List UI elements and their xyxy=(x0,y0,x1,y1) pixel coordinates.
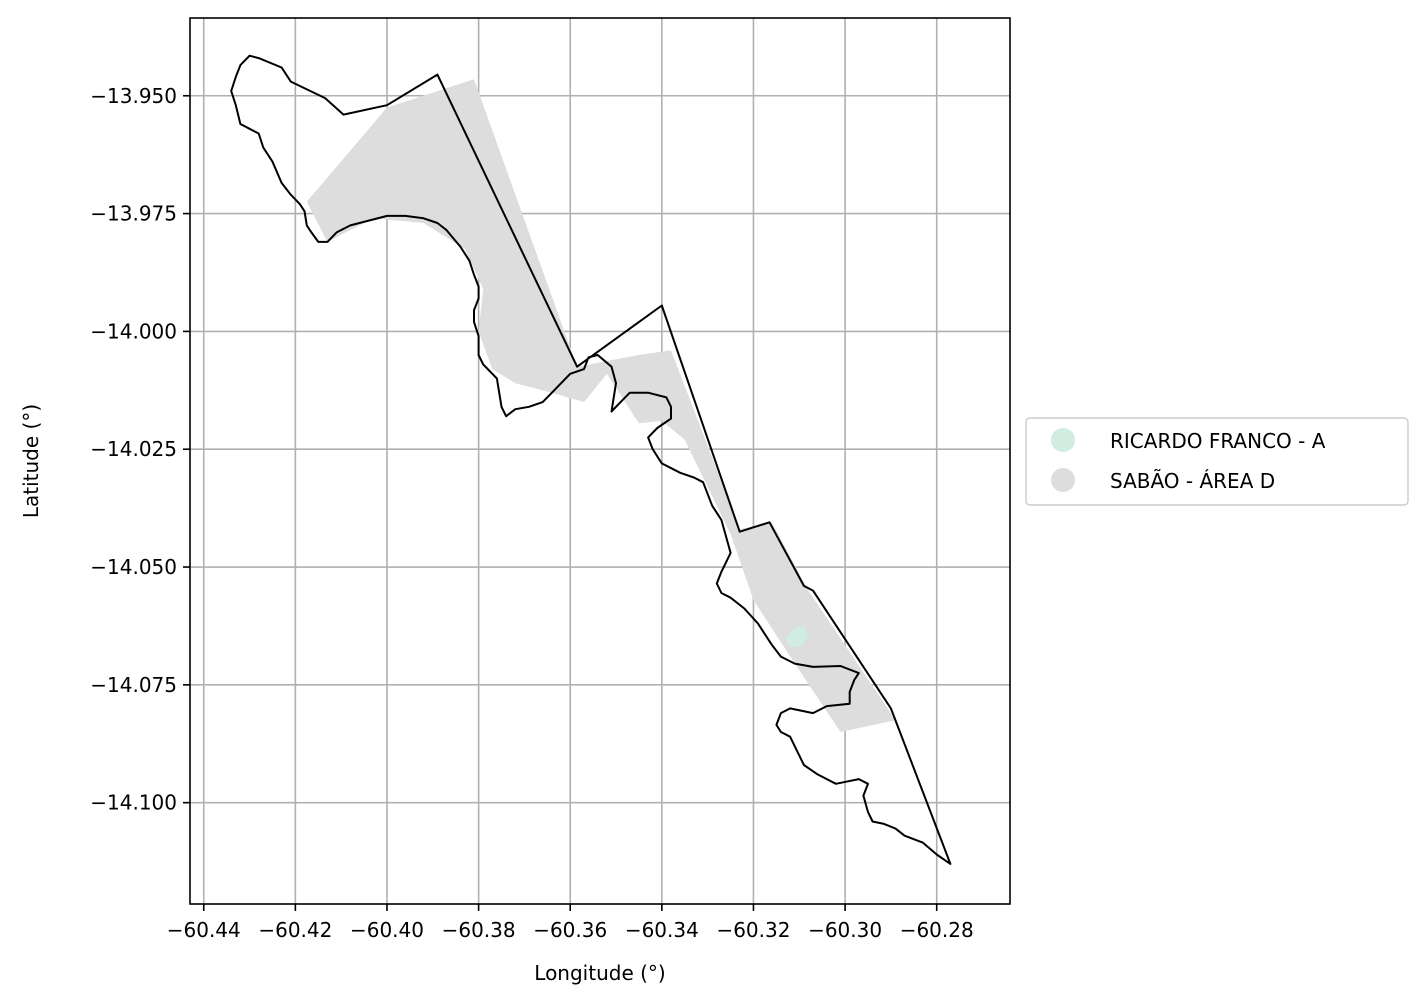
x-tick-label: −60.30 xyxy=(808,918,882,942)
legend-marker-ricardo-franco-a xyxy=(1051,428,1075,452)
x-tick-label: −60.40 xyxy=(350,918,424,942)
x-tick-label: −60.38 xyxy=(442,918,516,942)
legend-marker-sabao-area-d xyxy=(1051,468,1075,492)
y-tick-label: −13.975 xyxy=(90,202,177,226)
x-tick-label: −60.44 xyxy=(167,918,241,942)
legend-label-ricardo-franco-a: RICARDO FRANCO - A xyxy=(1110,429,1326,453)
y-tick-label: −13.950 xyxy=(90,84,177,108)
x-axis-label: Longitude (°) xyxy=(534,961,665,985)
plot-frame xyxy=(189,17,1011,905)
axis-ticks: −60.44 −60.42 −60.40 −60.38 −60.36 −60.34 −60.… xyxy=(90,84,973,942)
y-tick-label: −14.000 xyxy=(90,319,177,343)
x-tick-label: −60.36 xyxy=(533,918,607,942)
sabao-area-d-polygon xyxy=(306,79,896,733)
y-axis-label: Latitude (°) xyxy=(19,404,43,518)
y-tick-label: −14.075 xyxy=(90,673,177,697)
legend-frame xyxy=(1025,417,1409,506)
ricardo-franco-a-polygon xyxy=(785,626,809,648)
y-tick-label: −14.050 xyxy=(90,555,177,579)
x-tick-label: −60.28 xyxy=(900,918,974,942)
x-tick-label: −60.42 xyxy=(258,918,332,942)
map-layers xyxy=(230,54,952,865)
legend-label-sabao-area-d: SABÃO - ÁREA D xyxy=(1110,469,1275,493)
boundary-outline xyxy=(230,54,952,865)
legend: RICARDO FRANCO - A SABÃO - ÁREA D xyxy=(1025,417,1409,506)
y-tick-label: −14.100 xyxy=(90,791,177,815)
x-tick-label: −60.32 xyxy=(716,918,790,942)
y-tick-label: −14.025 xyxy=(90,437,177,461)
x-tick-label: −60.34 xyxy=(625,918,699,942)
